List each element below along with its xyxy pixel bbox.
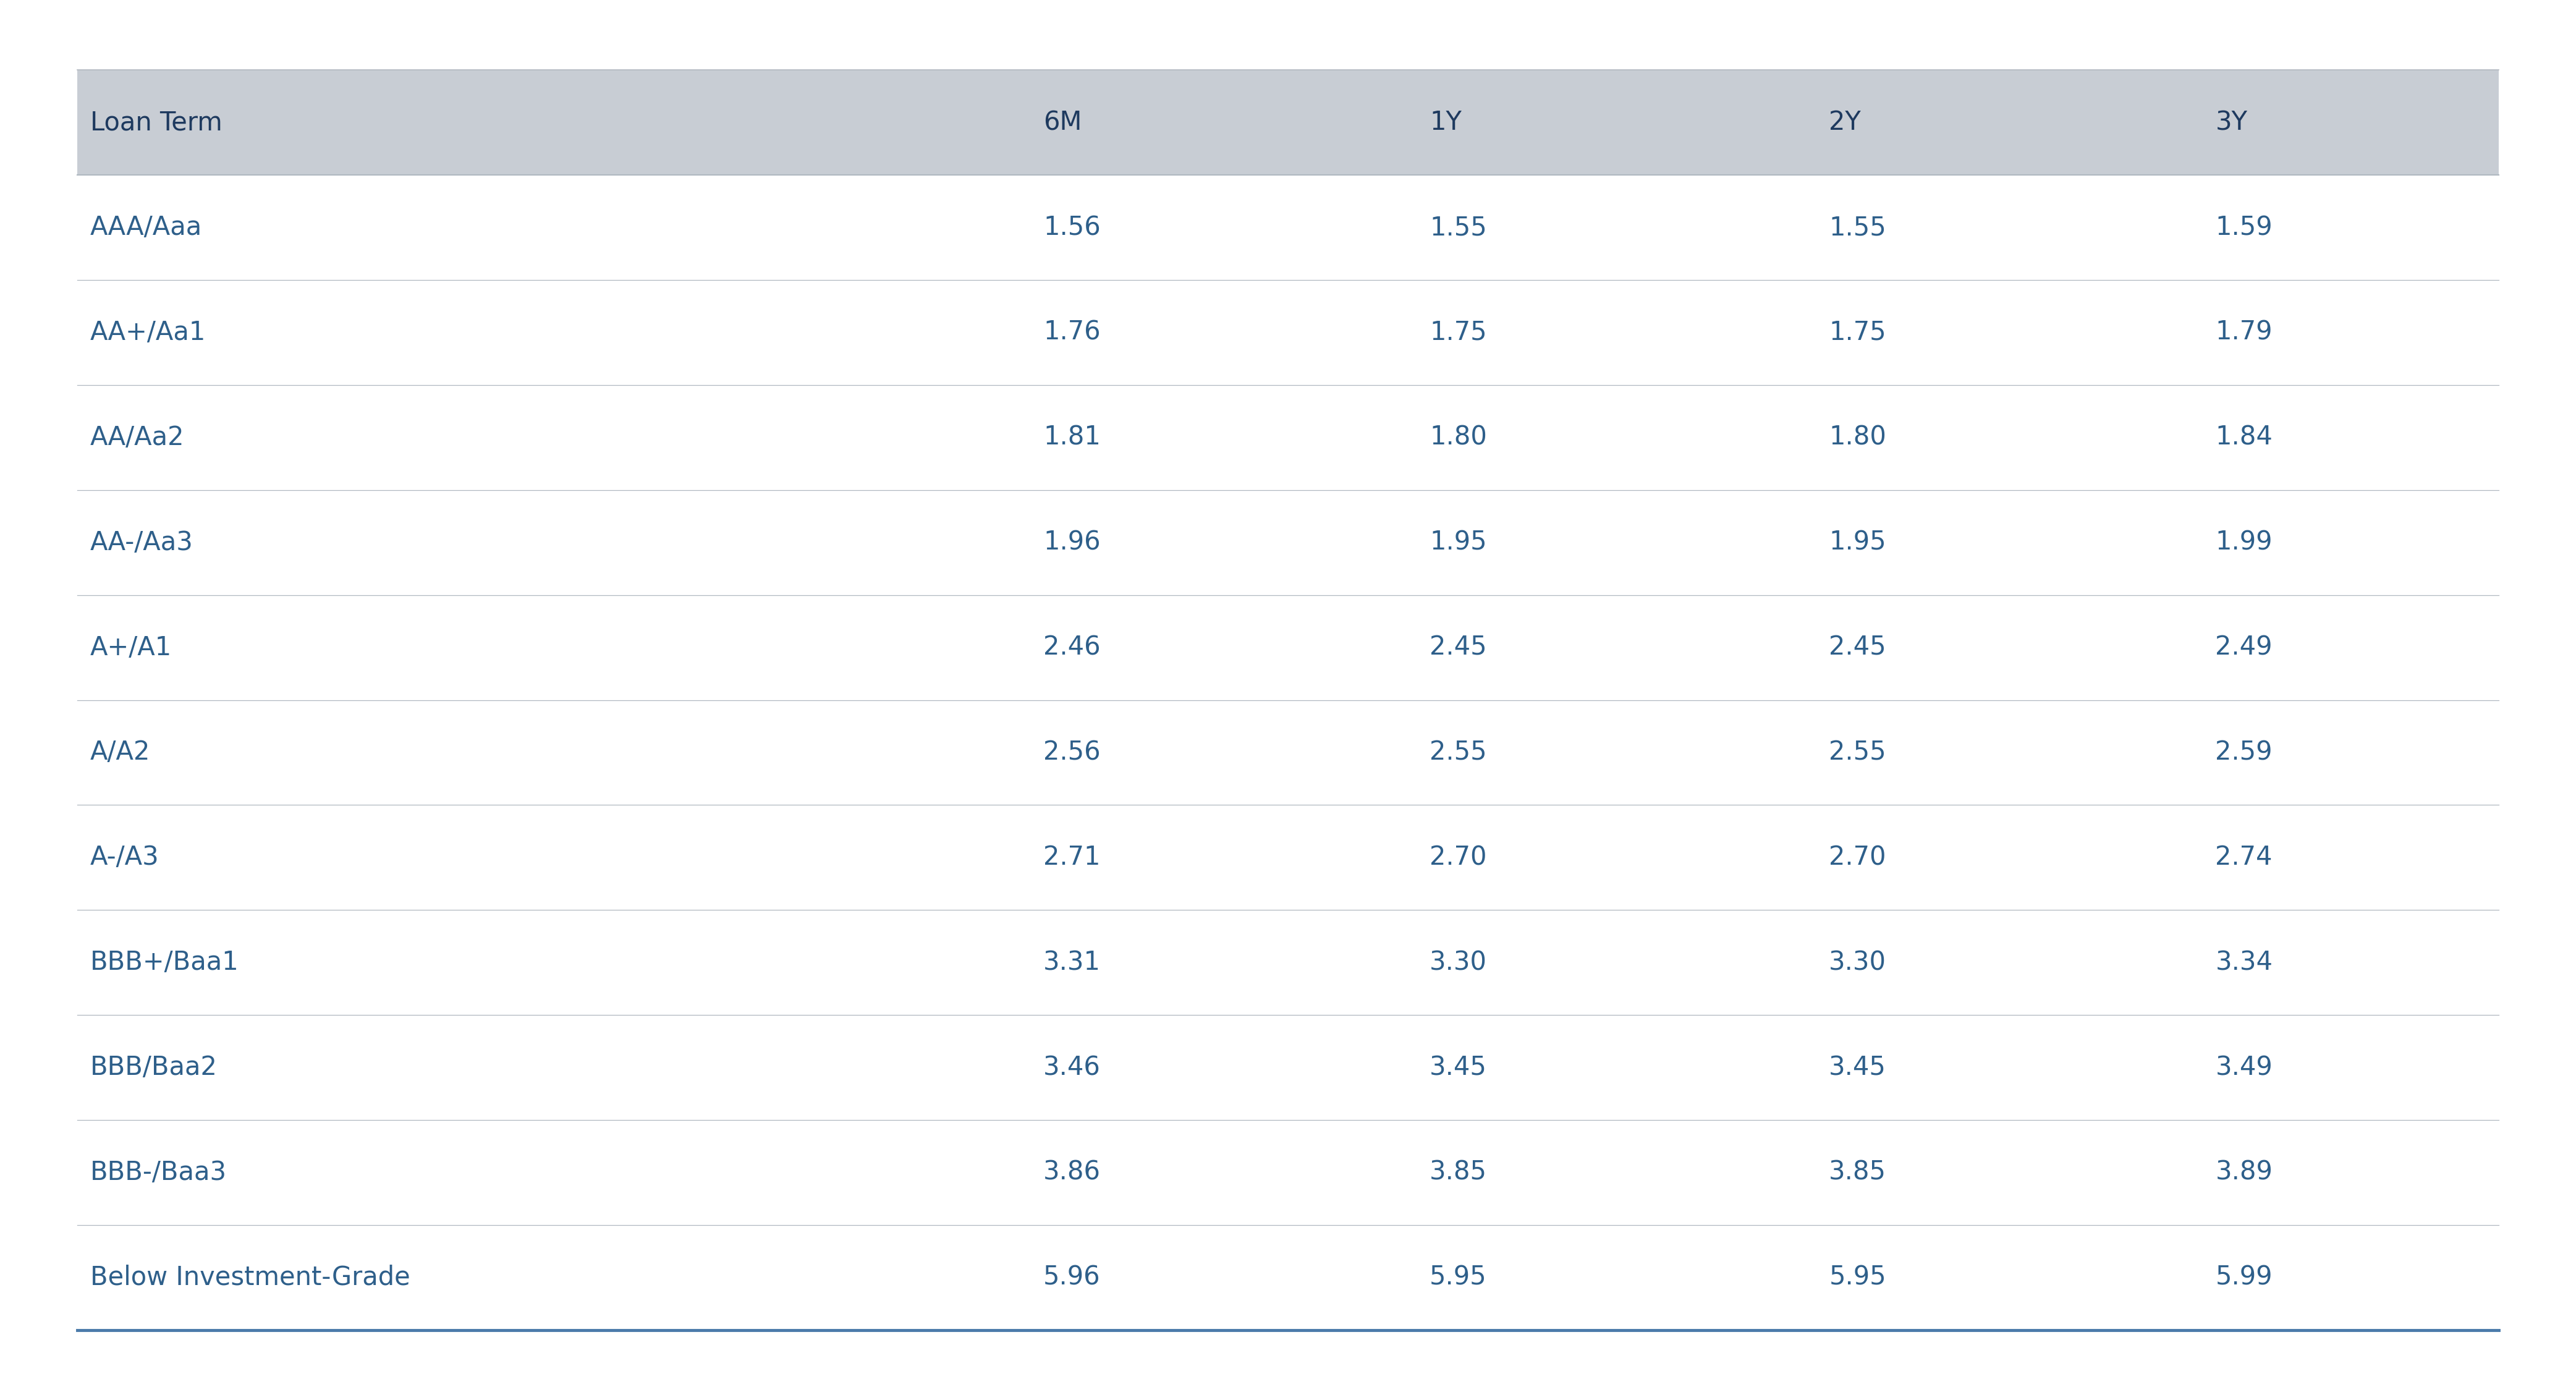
Text: 2.45: 2.45 bbox=[1430, 634, 1486, 661]
Text: 2.59: 2.59 bbox=[2215, 739, 2272, 766]
Text: AAA/Aaa: AAA/Aaa bbox=[90, 214, 201, 241]
Text: 3.46: 3.46 bbox=[1043, 1054, 1100, 1081]
Text: 3.30: 3.30 bbox=[1430, 949, 1486, 976]
Text: 1.81: 1.81 bbox=[1043, 424, 1100, 451]
Text: 3.49: 3.49 bbox=[2215, 1054, 2272, 1081]
Text: 3.85: 3.85 bbox=[1829, 1159, 1886, 1186]
Text: 1.79: 1.79 bbox=[2215, 319, 2272, 346]
Text: 3.45: 3.45 bbox=[1829, 1054, 1886, 1081]
Text: 6M: 6M bbox=[1043, 109, 1082, 136]
Text: BBB-/Baa3: BBB-/Baa3 bbox=[90, 1159, 227, 1186]
Text: 1.95: 1.95 bbox=[1829, 529, 1886, 556]
Text: 5.95: 5.95 bbox=[1430, 1264, 1486, 1291]
Text: 5.95: 5.95 bbox=[1829, 1264, 1886, 1291]
Text: 1.76: 1.76 bbox=[1043, 319, 1100, 346]
Text: 1.55: 1.55 bbox=[1829, 214, 1886, 241]
Text: 3.45: 3.45 bbox=[1430, 1054, 1486, 1081]
Text: A+/A1: A+/A1 bbox=[90, 634, 173, 661]
Text: 1.55: 1.55 bbox=[1430, 214, 1486, 241]
Text: 1.80: 1.80 bbox=[1430, 424, 1486, 451]
Text: 5.96: 5.96 bbox=[1043, 1264, 1100, 1291]
Text: 3.89: 3.89 bbox=[2215, 1159, 2272, 1186]
Text: 5.99: 5.99 bbox=[2215, 1264, 2272, 1291]
Text: 1.59: 1.59 bbox=[2215, 214, 2272, 241]
Text: 1Y: 1Y bbox=[1430, 109, 1461, 136]
Text: 2.49: 2.49 bbox=[2215, 634, 2272, 661]
Text: 1.95: 1.95 bbox=[1430, 529, 1486, 556]
Text: 1.56: 1.56 bbox=[1043, 214, 1100, 241]
Text: 3Y: 3Y bbox=[2215, 109, 2246, 136]
Text: 3.31: 3.31 bbox=[1043, 949, 1100, 976]
Text: 2.55: 2.55 bbox=[1829, 739, 1886, 766]
Text: 3.86: 3.86 bbox=[1043, 1159, 1100, 1186]
Text: BBB+/Baa1: BBB+/Baa1 bbox=[90, 949, 240, 976]
Text: 1.84: 1.84 bbox=[2215, 424, 2272, 451]
Text: 2.56: 2.56 bbox=[1043, 739, 1100, 766]
Text: AA+/Aa1: AA+/Aa1 bbox=[90, 319, 206, 346]
Text: 2.46: 2.46 bbox=[1043, 634, 1100, 661]
Text: 2.74: 2.74 bbox=[2215, 844, 2272, 871]
Text: 1.75: 1.75 bbox=[1829, 319, 1886, 346]
Text: 2Y: 2Y bbox=[1829, 109, 1860, 136]
Bar bbox=[77, 70, 2499, 175]
Text: 2.71: 2.71 bbox=[1043, 844, 1100, 871]
Text: 2.70: 2.70 bbox=[1829, 844, 1886, 871]
Text: AA-/Aa3: AA-/Aa3 bbox=[90, 529, 193, 556]
Text: 1.96: 1.96 bbox=[1043, 529, 1100, 556]
Text: 1.75: 1.75 bbox=[1430, 319, 1486, 346]
Text: 3.85: 3.85 bbox=[1430, 1159, 1486, 1186]
Text: Below Investment-Grade: Below Investment-Grade bbox=[90, 1264, 410, 1291]
Text: 2.55: 2.55 bbox=[1430, 739, 1486, 766]
Text: 3.34: 3.34 bbox=[2215, 949, 2272, 976]
Text: 2.70: 2.70 bbox=[1430, 844, 1486, 871]
Text: 1.80: 1.80 bbox=[1829, 424, 1886, 451]
Text: A/A2: A/A2 bbox=[90, 739, 149, 766]
Text: 1.99: 1.99 bbox=[2215, 529, 2272, 556]
Text: BBB/Baa2: BBB/Baa2 bbox=[90, 1054, 216, 1081]
Text: A-/A3: A-/A3 bbox=[90, 844, 160, 871]
Text: AA/Aa2: AA/Aa2 bbox=[90, 424, 185, 451]
Text: 2.45: 2.45 bbox=[1829, 634, 1886, 661]
Text: 3.30: 3.30 bbox=[1829, 949, 1886, 976]
Text: Loan Term: Loan Term bbox=[90, 109, 222, 136]
